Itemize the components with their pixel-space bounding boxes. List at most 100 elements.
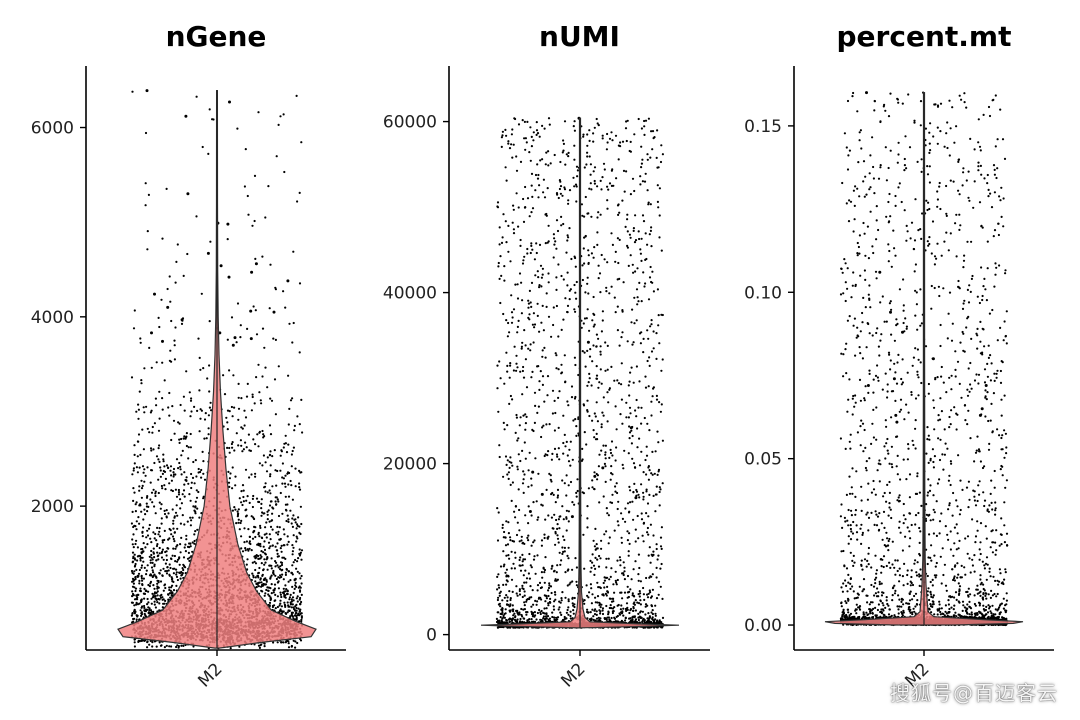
cell-point: [167, 538, 170, 541]
cell-point: [194, 512, 197, 515]
cell-point: [276, 542, 279, 545]
cell-point: [291, 603, 294, 606]
cell-point: [244, 468, 248, 471]
cell-point: [548, 123, 551, 126]
cell-point: [289, 593, 292, 597]
cell-point: [265, 558, 268, 561]
cell-point: [284, 485, 287, 488]
cell-point: [588, 591, 591, 594]
cell-point: [138, 485, 141, 488]
cell-point: [631, 343, 634, 346]
cell-point: [269, 464, 272, 467]
cell-point: [272, 571, 275, 574]
cell-point: [567, 202, 570, 205]
cell-point: [617, 500, 620, 503]
cell-point: [231, 466, 234, 469]
cell-point: [237, 396, 240, 399]
cell-point: [639, 592, 642, 595]
cell-point: [144, 131, 148, 135]
cell-point: [175, 495, 179, 498]
cell-point: [521, 560, 524, 563]
cell-point: [552, 323, 555, 327]
cell-point: [157, 447, 160, 450]
cell-point: [171, 535, 175, 538]
cell-point: [586, 133, 589, 136]
cell-point: [266, 491, 269, 494]
cell-point: [260, 589, 263, 592]
cell-point: [140, 566, 143, 569]
outlier-point: [150, 331, 153, 335]
cell-point: [174, 473, 177, 476]
cell-point: [273, 604, 276, 607]
cell-point: [299, 603, 302, 606]
cell-point: [636, 303, 639, 306]
cell-point: [165, 187, 168, 190]
cell-point: [148, 585, 151, 588]
cell-point: [510, 461, 513, 464]
cell-point: [619, 559, 622, 562]
cell-point: [505, 463, 508, 466]
cell-point: [238, 645, 241, 648]
cell-point: [588, 355, 592, 358]
cell-point: [139, 609, 142, 612]
cell-point: [233, 406, 236, 409]
cell-point: [138, 554, 141, 557]
cell-point: [516, 609, 519, 613]
outlier-point: [206, 251, 210, 255]
panel-title: nUMI: [539, 20, 620, 53]
cell-point: [150, 541, 153, 544]
cell-point: [626, 213, 629, 216]
cell-point: [638, 237, 641, 241]
cell-point: [573, 255, 576, 258]
cell-point: [632, 462, 636, 465]
cell-point: [172, 572, 175, 575]
cell-point: [185, 538, 188, 541]
cell-point: [261, 375, 264, 378]
cell-point: [637, 406, 640, 409]
cell-point: [246, 495, 249, 498]
cell-point: [628, 611, 631, 615]
cell-point: [298, 548, 301, 551]
cell-point: [271, 512, 274, 515]
cell-point: [299, 471, 302, 474]
cell-point: [271, 544, 274, 547]
cell-point: [157, 558, 160, 561]
cell-point: [152, 488, 155, 491]
cell-point: [549, 585, 553, 588]
cell-point: [262, 545, 265, 548]
cell-point: [134, 587, 138, 590]
cell-point: [529, 251, 532, 255]
cell-point: [648, 576, 651, 579]
cell-point: [530, 242, 533, 245]
cell-point: [243, 527, 246, 530]
cell-point: [187, 482, 190, 485]
cell-point: [192, 460, 195, 464]
cell-point: [300, 574, 303, 578]
cell-point: [287, 443, 290, 446]
cell-point: [557, 263, 560, 266]
cell-point: [140, 598, 143, 601]
cell-point: [565, 153, 568, 156]
cell-point: [251, 572, 254, 575]
cell-point: [156, 579, 159, 582]
cell-point: [149, 411, 152, 414]
cell-point: [195, 475, 198, 478]
cell-point: [247, 528, 250, 531]
cell-point: [135, 528, 138, 531]
cell-point: [652, 137, 655, 140]
cell-point: [651, 450, 654, 453]
cell-point: [536, 611, 540, 615]
cell-point: [143, 609, 146, 612]
cell-point: [269, 525, 273, 529]
cell-point: [153, 422, 156, 425]
cell-point: [135, 410, 138, 413]
cell-point: [573, 397, 577, 400]
cell-point: [243, 409, 246, 412]
cell-point: [142, 526, 145, 529]
cell-point: [564, 163, 567, 166]
cell-point: [190, 519, 193, 522]
cell-point: [299, 505, 302, 508]
cell-point: [605, 557, 608, 560]
cell-point: [583, 431, 586, 434]
cell-point: [274, 500, 277, 503]
